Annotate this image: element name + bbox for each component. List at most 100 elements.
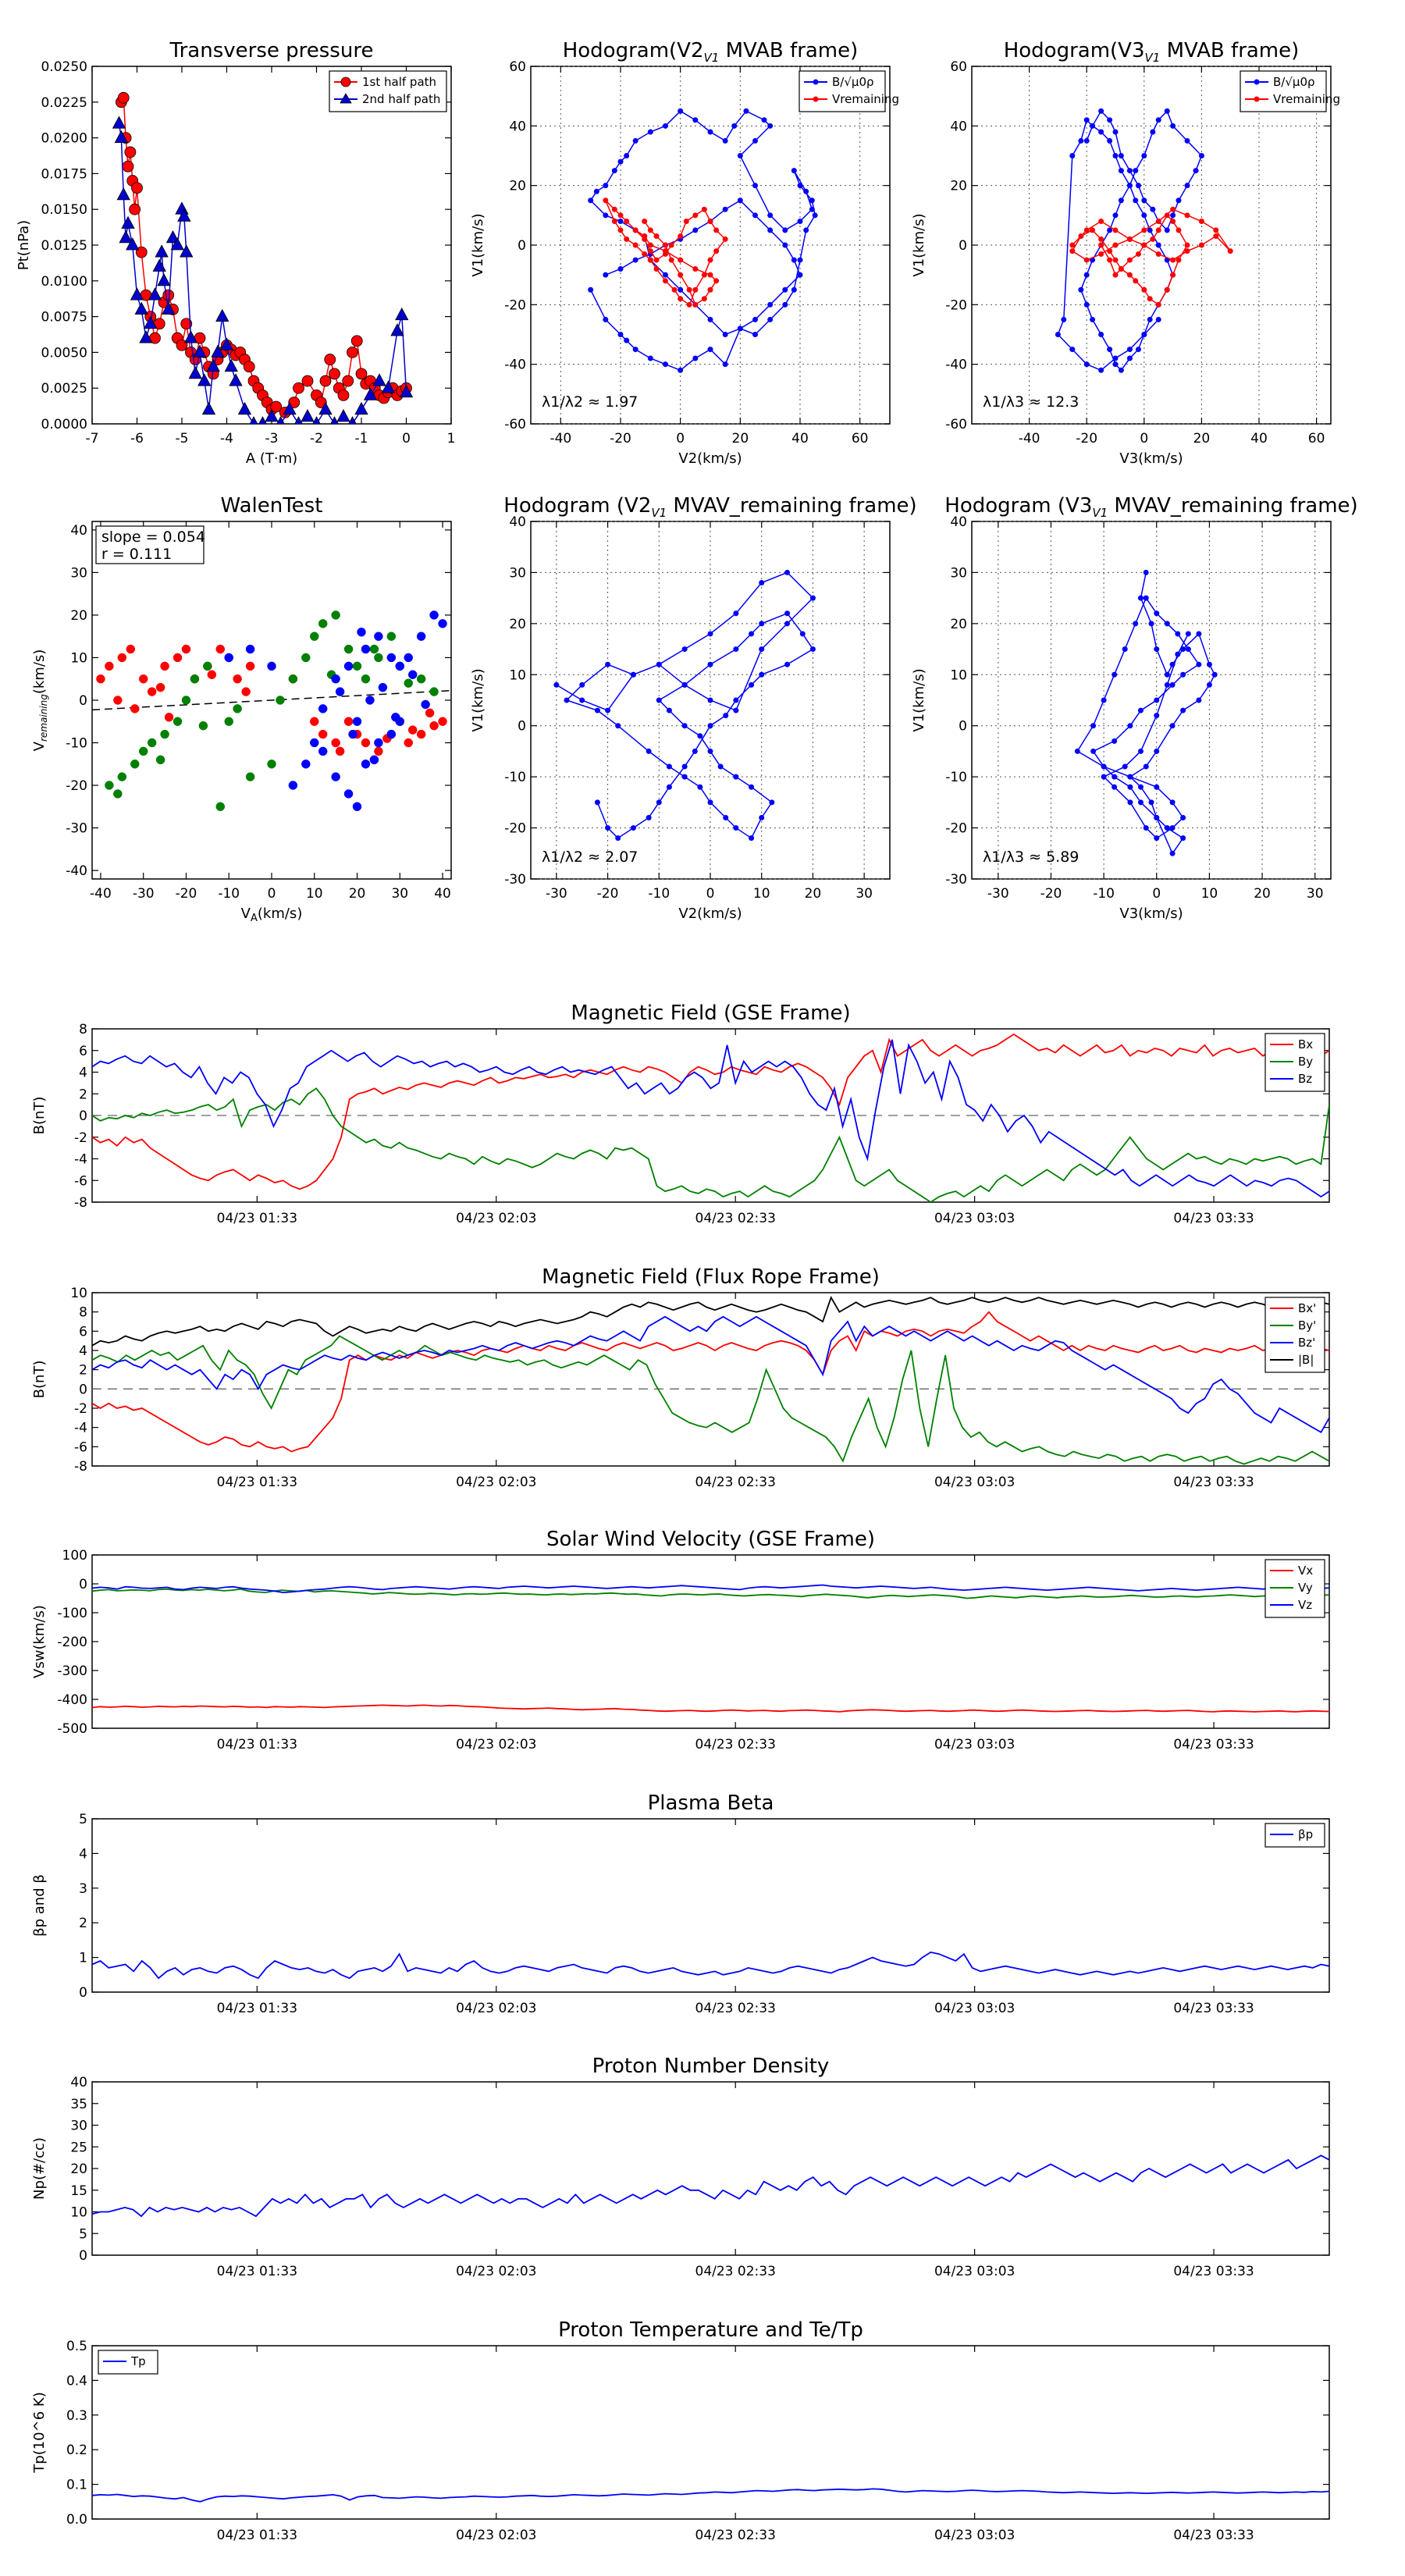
- annotation-text: r = 0.111: [101, 546, 172, 563]
- data-point: [114, 130, 129, 144]
- legend-label: B/√μ0ρ: [1273, 75, 1315, 89]
- data-point: [717, 763, 724, 770]
- data-point: [617, 158, 624, 165]
- y-axis-label: B(nT): [31, 1361, 48, 1399]
- series-1: [588, 108, 818, 373]
- data-point: [1206, 681, 1212, 688]
- series-2: [603, 197, 728, 308]
- x-tick-label: -10: [648, 886, 670, 902]
- x-tick-label: 04/23 03:33: [1173, 2264, 1254, 2279]
- x-tick-label: 04/23 01:33: [217, 2264, 297, 2279]
- chart-2: Hodogram(V2V1 MVAB frame) -60 -40 -20 0 20 40 6…: [470, 39, 899, 467]
- chart-title: Magnetic Field (Flux Rope Frame): [542, 1265, 880, 1289]
- data-point: [1069, 153, 1076, 158]
- data-point: [723, 713, 729, 719]
- data-point: [707, 316, 713, 322]
- data-point: [1180, 707, 1186, 713]
- data-point: [1069, 347, 1076, 353]
- y-tick-label: 4: [79, 1343, 87, 1359]
- data-point: [1141, 227, 1147, 233]
- data-point: [799, 631, 806, 637]
- data-point: [767, 301, 774, 308]
- data-point: [1176, 227, 1182, 233]
- data-point: [759, 671, 765, 678]
- data-point: [324, 354, 336, 365]
- x-tick-label: 04/23 03:03: [934, 1475, 1015, 1490]
- y-tick-label: 15: [70, 2183, 87, 2199]
- data-point: [1150, 129, 1156, 135]
- y-tick-label: 0: [79, 1577, 87, 1592]
- data-point: [632, 347, 638, 353]
- data-point: [318, 704, 328, 713]
- data-point: [733, 825, 739, 831]
- data-point: [752, 137, 758, 144]
- data-point: [1170, 218, 1176, 224]
- data-point: [1127, 784, 1133, 790]
- series-line: [1076, 572, 1216, 855]
- y-tick-label: 10: [509, 667, 526, 683]
- data-point: [331, 674, 340, 684]
- series-line: [92, 1951, 1329, 1980]
- x-tick-label: 20: [1254, 886, 1271, 902]
- y-tick-label: 2: [79, 1087, 87, 1102]
- series-line: [92, 1704, 1329, 1713]
- y-tick-label: 0.0250: [41, 59, 87, 75]
- data-point: [386, 653, 397, 663]
- data-point: [134, 301, 148, 315]
- data-point: [429, 610, 439, 620]
- x-tick-label: 04/23 02:03: [456, 1475, 536, 1490]
- data-point: [1141, 197, 1147, 204]
- data-point: [701, 272, 707, 278]
- data-point: [117, 653, 127, 663]
- data-point: [265, 408, 279, 422]
- y-tick-label: 30: [950, 565, 967, 581]
- data-point: [784, 569, 791, 575]
- data-point: [1112, 242, 1119, 248]
- data-point: [1112, 774, 1118, 780]
- data-point: [197, 373, 212, 386]
- x-tick-label: -4: [220, 431, 233, 447]
- series-2: [1069, 206, 1233, 308]
- x-tick-label: 30: [391, 886, 408, 902]
- plot-marks: [1055, 108, 1233, 373]
- y-tick-label: -500: [57, 1721, 87, 1737]
- data-point: [782, 242, 788, 248]
- data-point: [668, 257, 674, 263]
- data-point: [594, 707, 600, 713]
- chart-4: WalenTest -40 -30 -20 -10 0 10 20 30 40 -40 -30 -20 -…: [31, 494, 452, 924]
- data-point: [752, 332, 758, 337]
- data-point: [347, 346, 358, 358]
- data-point: [1185, 646, 1191, 653]
- data-point: [653, 257, 660, 263]
- data-point: [1213, 227, 1219, 233]
- legend-marker: [813, 79, 819, 85]
- plot-area: [91, 2081, 1330, 2256]
- data-point: [630, 825, 636, 831]
- data-point: [1206, 661, 1212, 667]
- data-point: [1143, 569, 1149, 575]
- data-point: [207, 670, 217, 680]
- data-point: [1154, 814, 1160, 820]
- y-tick-label: 0: [79, 1985, 87, 2001]
- legend-box: [1240, 70, 1327, 112]
- data-point: [707, 723, 713, 729]
- data-point: [335, 746, 345, 756]
- y-tick-label: 0.0150: [41, 202, 87, 218]
- data-point: [354, 401, 368, 415]
- data-point: [683, 218, 689, 224]
- data-point: [270, 400, 283, 413]
- chart-title: Hodogram(V2V1 MVAB frame): [563, 39, 859, 65]
- x-tick-label: -5: [176, 431, 189, 447]
- data-point: [233, 674, 242, 684]
- data-point: [1141, 242, 1147, 248]
- series-4: [92, 1296, 1329, 1347]
- data-point: [1150, 236, 1156, 242]
- data-point: [1154, 646, 1160, 653]
- data-point: [759, 814, 765, 820]
- data-point: [707, 129, 713, 135]
- data-point: [647, 242, 653, 248]
- data-point: [752, 316, 758, 322]
- legend-label: Vy: [1298, 1581, 1313, 1595]
- y-tick-label: 40: [950, 514, 967, 530]
- data-point: [1098, 218, 1104, 224]
